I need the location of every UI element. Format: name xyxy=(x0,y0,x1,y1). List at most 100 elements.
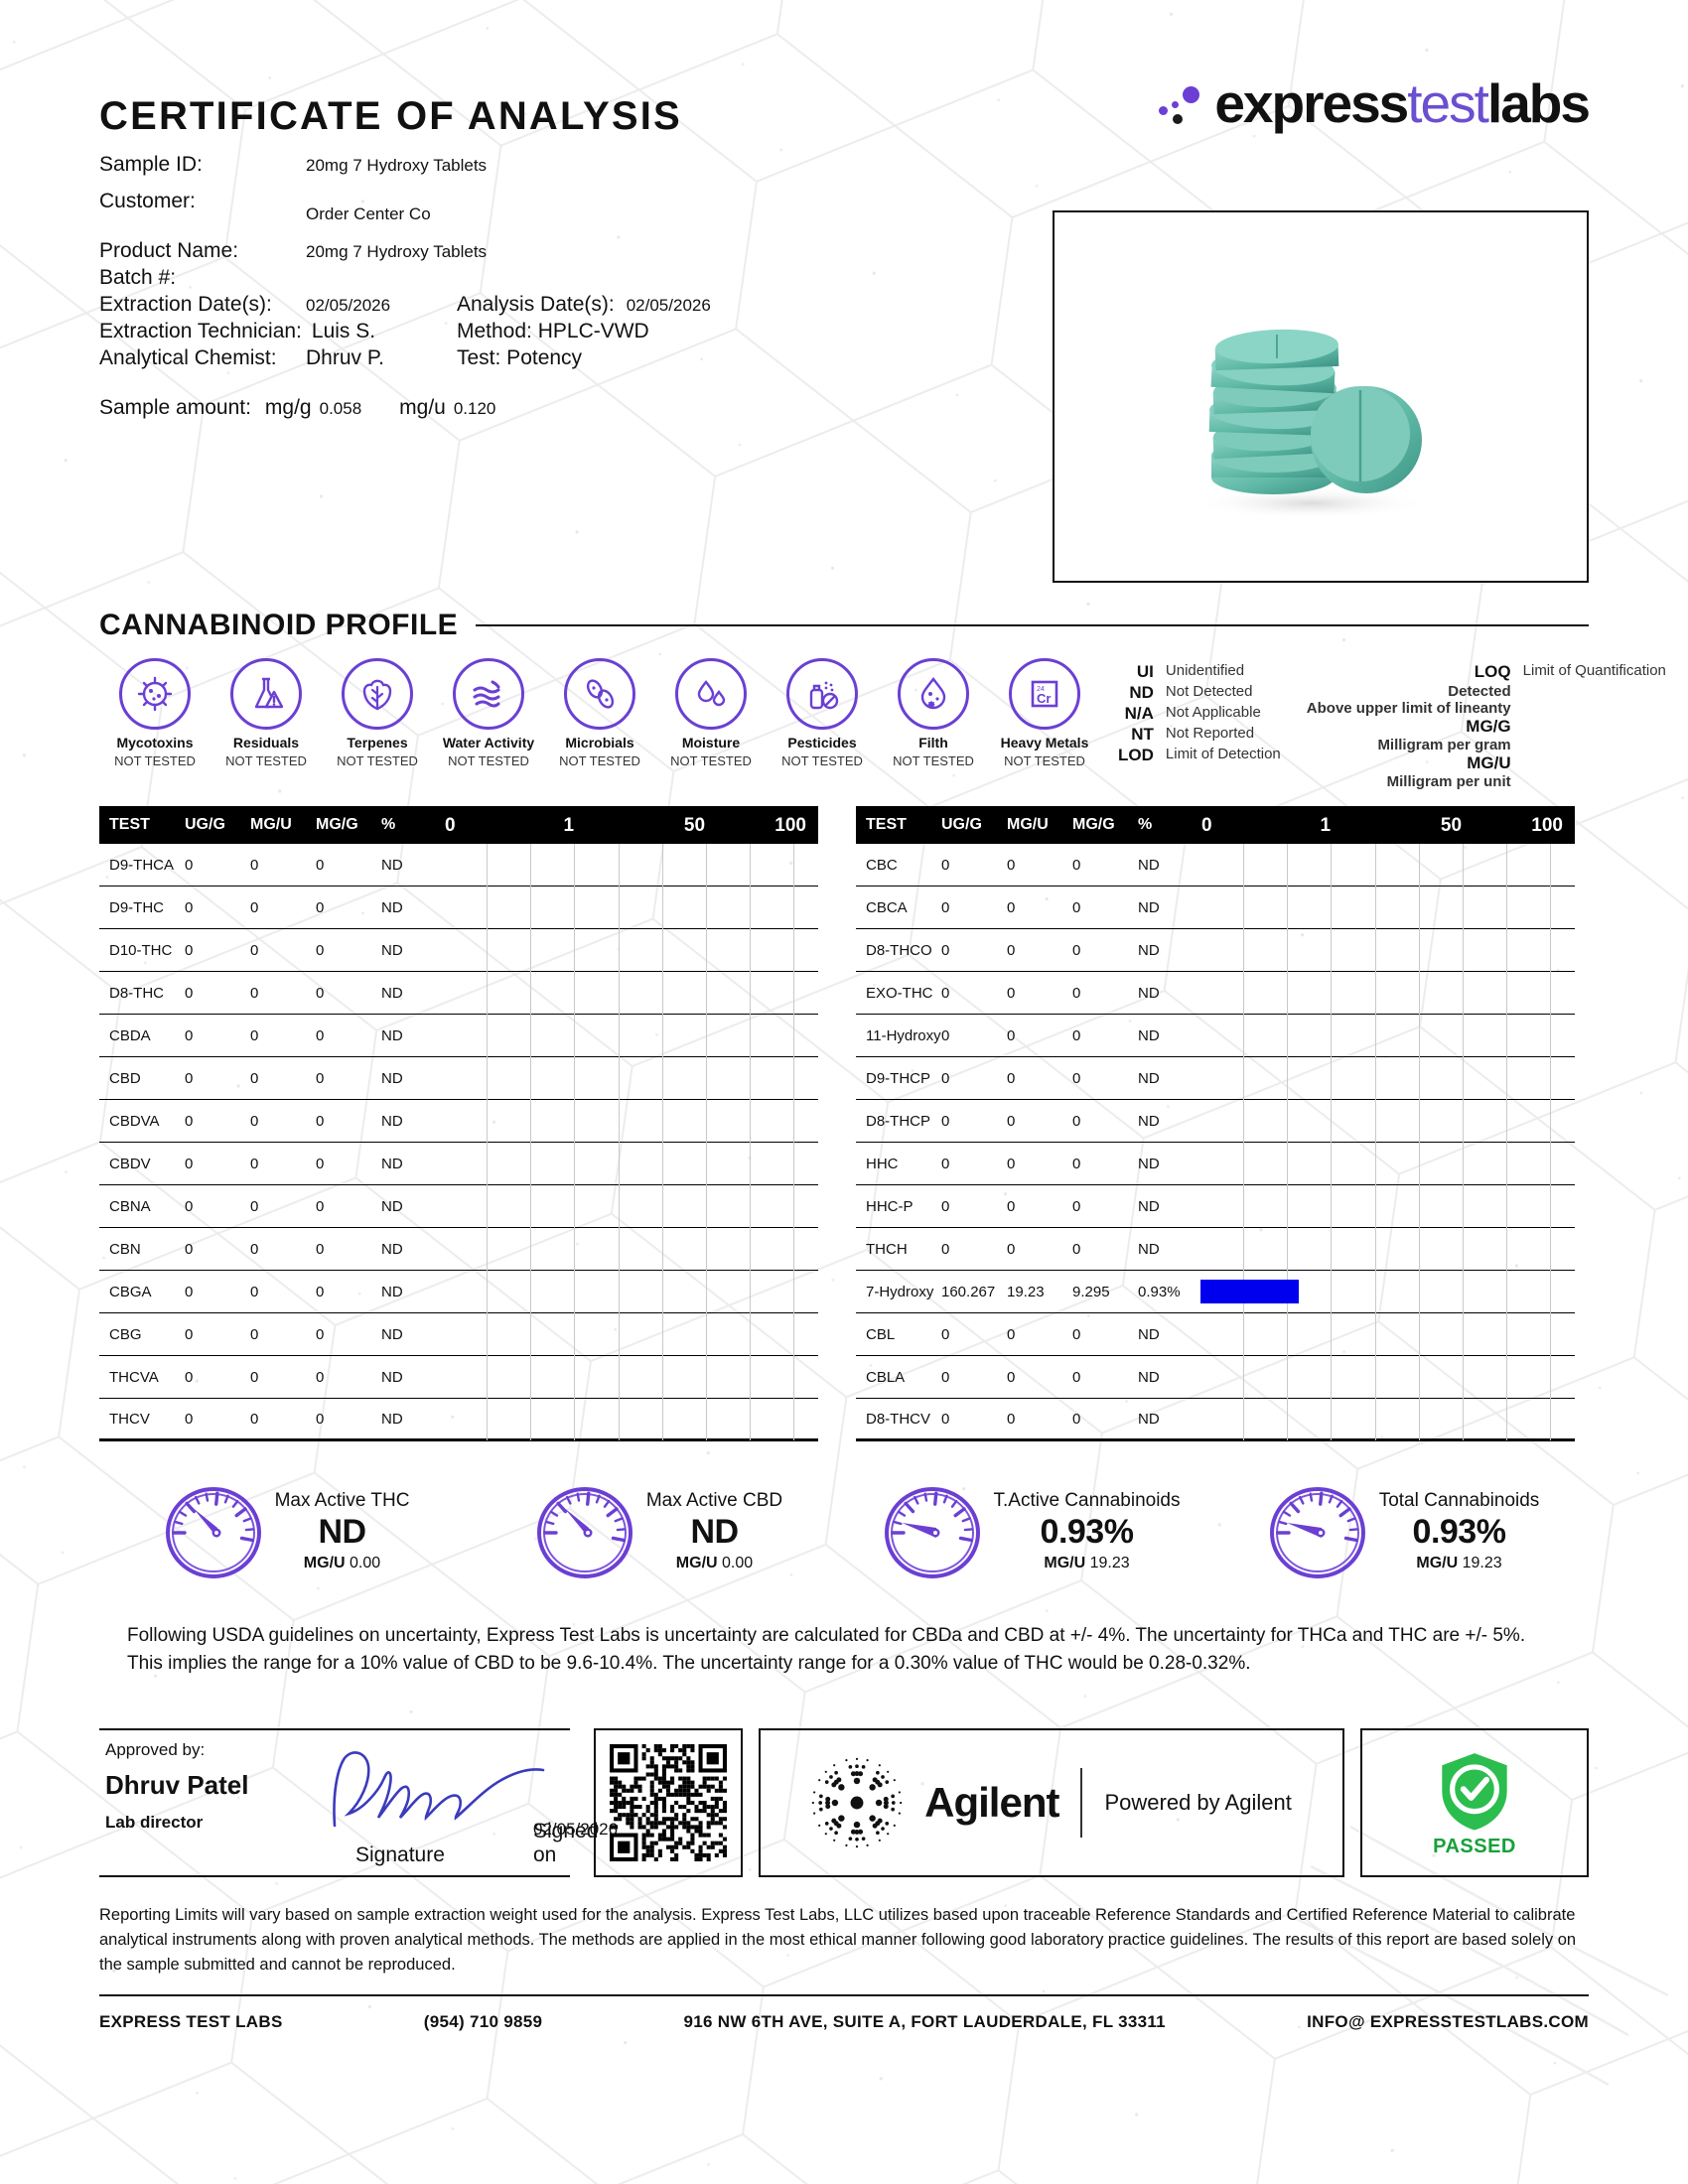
value-bar-track xyxy=(1199,1099,1565,1143)
cell-test: D9-THC xyxy=(109,898,164,916)
cell-mgu: 0 xyxy=(250,984,259,1002)
col-ugg: UG/G xyxy=(941,816,982,833)
cell-test: CBDV xyxy=(109,1155,151,1172)
cell-mgu: 0 xyxy=(1007,1026,1016,1044)
cell-mgu: 0 xyxy=(250,1368,259,1386)
leaf-icon xyxy=(342,658,413,730)
cell-pct: ND xyxy=(381,1410,403,1428)
table-header-left: TEST UG/G MG/U MG/G % 0 1 50 100 xyxy=(99,806,818,844)
cell-mgg: 0 xyxy=(1072,1112,1081,1130)
sample-amount-label: Sample amount: xyxy=(99,396,251,419)
table-row: THCV 0 0 0 ND xyxy=(99,1397,818,1441)
brand-logo: expresstestlabs xyxy=(1159,76,1591,131)
cell-mgu: 0 xyxy=(250,941,259,959)
page-title: CERTIFICATE OF ANALYSIS xyxy=(99,94,682,138)
col-ugg: UG/G xyxy=(185,816,225,833)
cell-mgg: 0 xyxy=(316,1240,325,1258)
qr-code[interactable] xyxy=(594,1728,743,1878)
cell-test: HHC xyxy=(866,1155,899,1172)
cell-pct: 0.93% xyxy=(1138,1283,1181,1300)
footer-email: INFO@ EXPRESSTESTLABS.COM xyxy=(1307,2012,1589,2032)
footer-address: 916 NW 6TH AVE, SUITE A, FORT LAUDERDALE… xyxy=(683,2012,1166,2032)
cell-pct: ND xyxy=(1138,898,1160,916)
col-mgu: MG/U xyxy=(250,816,292,833)
tick-100: 100 xyxy=(774,815,806,836)
tablets-photo xyxy=(1192,329,1430,519)
analysis-date-label: Analysis Date(s): xyxy=(457,293,615,316)
col-mgu: MG/U xyxy=(1007,816,1049,833)
value-bar-track xyxy=(1199,1397,1565,1440)
cell-test: CBDA xyxy=(109,1026,151,1044)
cell-mgu: 0 xyxy=(250,1026,259,1044)
value-bar-track xyxy=(1199,843,1565,887)
cell-test: D9-THCP xyxy=(866,1069,931,1087)
gauge-total-cannabinoids: Total Cannabinoids 0.93% MG/U 19.23 xyxy=(1216,1481,1589,1580)
table-row: CBCA 0 0 0 ND xyxy=(856,886,1575,929)
approval-signature-block: Approved by: Dhruv Patel Lab director Si… xyxy=(99,1728,618,1878)
value-bar-track xyxy=(443,1184,808,1228)
gauge-unit: MG/U 19.23 xyxy=(1044,1554,1130,1571)
cell-mgu: 0 xyxy=(250,1283,259,1300)
agilent-starburst-icon xyxy=(811,1757,903,1848)
cell-ugg: 0 xyxy=(185,941,194,959)
cell-test: CBG xyxy=(109,1325,142,1343)
cell-mgu: 0 xyxy=(250,1112,259,1130)
droplet-dirt-icon xyxy=(898,658,969,730)
value-bar-track xyxy=(1199,928,1565,972)
product-row: Product Name: 20mg 7 Hydroxy Tablets xyxy=(99,239,894,263)
cell-mgg: 0 xyxy=(316,1112,325,1130)
table-row: D9-THCA 0 0 0 ND xyxy=(99,843,818,887)
col-mgg: MG/G xyxy=(316,816,358,833)
table-row: THCH 0 0 0 ND xyxy=(856,1227,1575,1271)
test-icon-microbials: Microbials NOT TESTED xyxy=(544,658,655,768)
value-bar-track xyxy=(443,1227,808,1271)
legend-key: LOQ xyxy=(1474,662,1511,681)
cell-pct: ND xyxy=(1138,1069,1160,1087)
test-icons-row: Mycotoxins NOT TESTED Residuals NOT TEST… xyxy=(99,658,1100,768)
cell-ugg: 0 xyxy=(185,1240,194,1258)
cell-mgu: 0 xyxy=(1007,1155,1016,1172)
cell-ugg: 0 xyxy=(941,1155,950,1172)
cell-mgg: 0 xyxy=(316,1069,325,1087)
cell-pct: ND xyxy=(1138,1410,1160,1428)
test-type-label: Test: Potency xyxy=(457,346,583,369)
legend-column-left: UI Unidentified ND Not Detected N/A Not Ap… xyxy=(1118,662,1281,790)
section-title: CANNABINOID PROFILE xyxy=(99,609,459,641)
tick-1: 1 xyxy=(563,815,575,836)
legend-key: NT xyxy=(1131,725,1154,744)
cell-mgu: 0 xyxy=(1007,1112,1016,1130)
legend-key: Detected Above upper limit of lineanty MG… xyxy=(1307,683,1511,790)
technician-row: Extraction Technician: Luis S. Method: H… xyxy=(99,320,894,343)
agilent-powered-label: Powered by Agilent xyxy=(1104,1790,1292,1816)
gauge-unit: MG/U 0.00 xyxy=(303,1554,381,1571)
cell-mgu: 0 xyxy=(1007,1325,1016,1343)
cell-pct: ND xyxy=(381,1112,403,1130)
passed-badge: PASSED xyxy=(1360,1728,1589,1878)
table-row: D9-THCP 0 0 0 ND xyxy=(856,1056,1575,1100)
cell-pct: ND xyxy=(381,941,403,959)
cell-test: D9-THCA xyxy=(109,856,175,874)
cell-mgu: 0 xyxy=(250,1240,259,1258)
cell-mgu: 19.23 xyxy=(1007,1283,1045,1300)
cell-ugg: 0 xyxy=(941,1325,950,1343)
product-label: Product Name: xyxy=(99,239,239,262)
gauge-dial-icon xyxy=(165,1487,261,1578)
cannabinoid-profile-header: CANNABINOID PROFILE xyxy=(99,609,1589,642)
table-row: CBG 0 0 0 ND xyxy=(99,1312,818,1356)
gauge-unit: MG/U 19.23 xyxy=(1416,1554,1502,1571)
agilent-name: Agilent xyxy=(924,1779,1059,1827)
cell-pct: ND xyxy=(381,1368,403,1386)
signature-label: Signature xyxy=(355,1843,445,1867)
cell-ugg: 0 xyxy=(185,1410,194,1428)
cell-ugg: 0 xyxy=(185,1069,194,1087)
cell-pct: ND xyxy=(1138,1325,1160,1343)
cell-test: CBD xyxy=(109,1069,141,1087)
summary-gauges: Max Active THC ND MG/U 0.00 Max Active C… xyxy=(99,1481,1589,1580)
method-label: Method: HPLC-VWD xyxy=(457,320,649,342)
cell-ugg: 0 xyxy=(185,984,194,1002)
cell-mgg: 9.295 xyxy=(1072,1283,1110,1300)
value-bar-track xyxy=(1199,1142,1565,1185)
cell-mgg: 0 xyxy=(1072,984,1081,1002)
cell-test: D8-THCO xyxy=(866,941,932,959)
cell-ugg: 0 xyxy=(941,1368,950,1386)
